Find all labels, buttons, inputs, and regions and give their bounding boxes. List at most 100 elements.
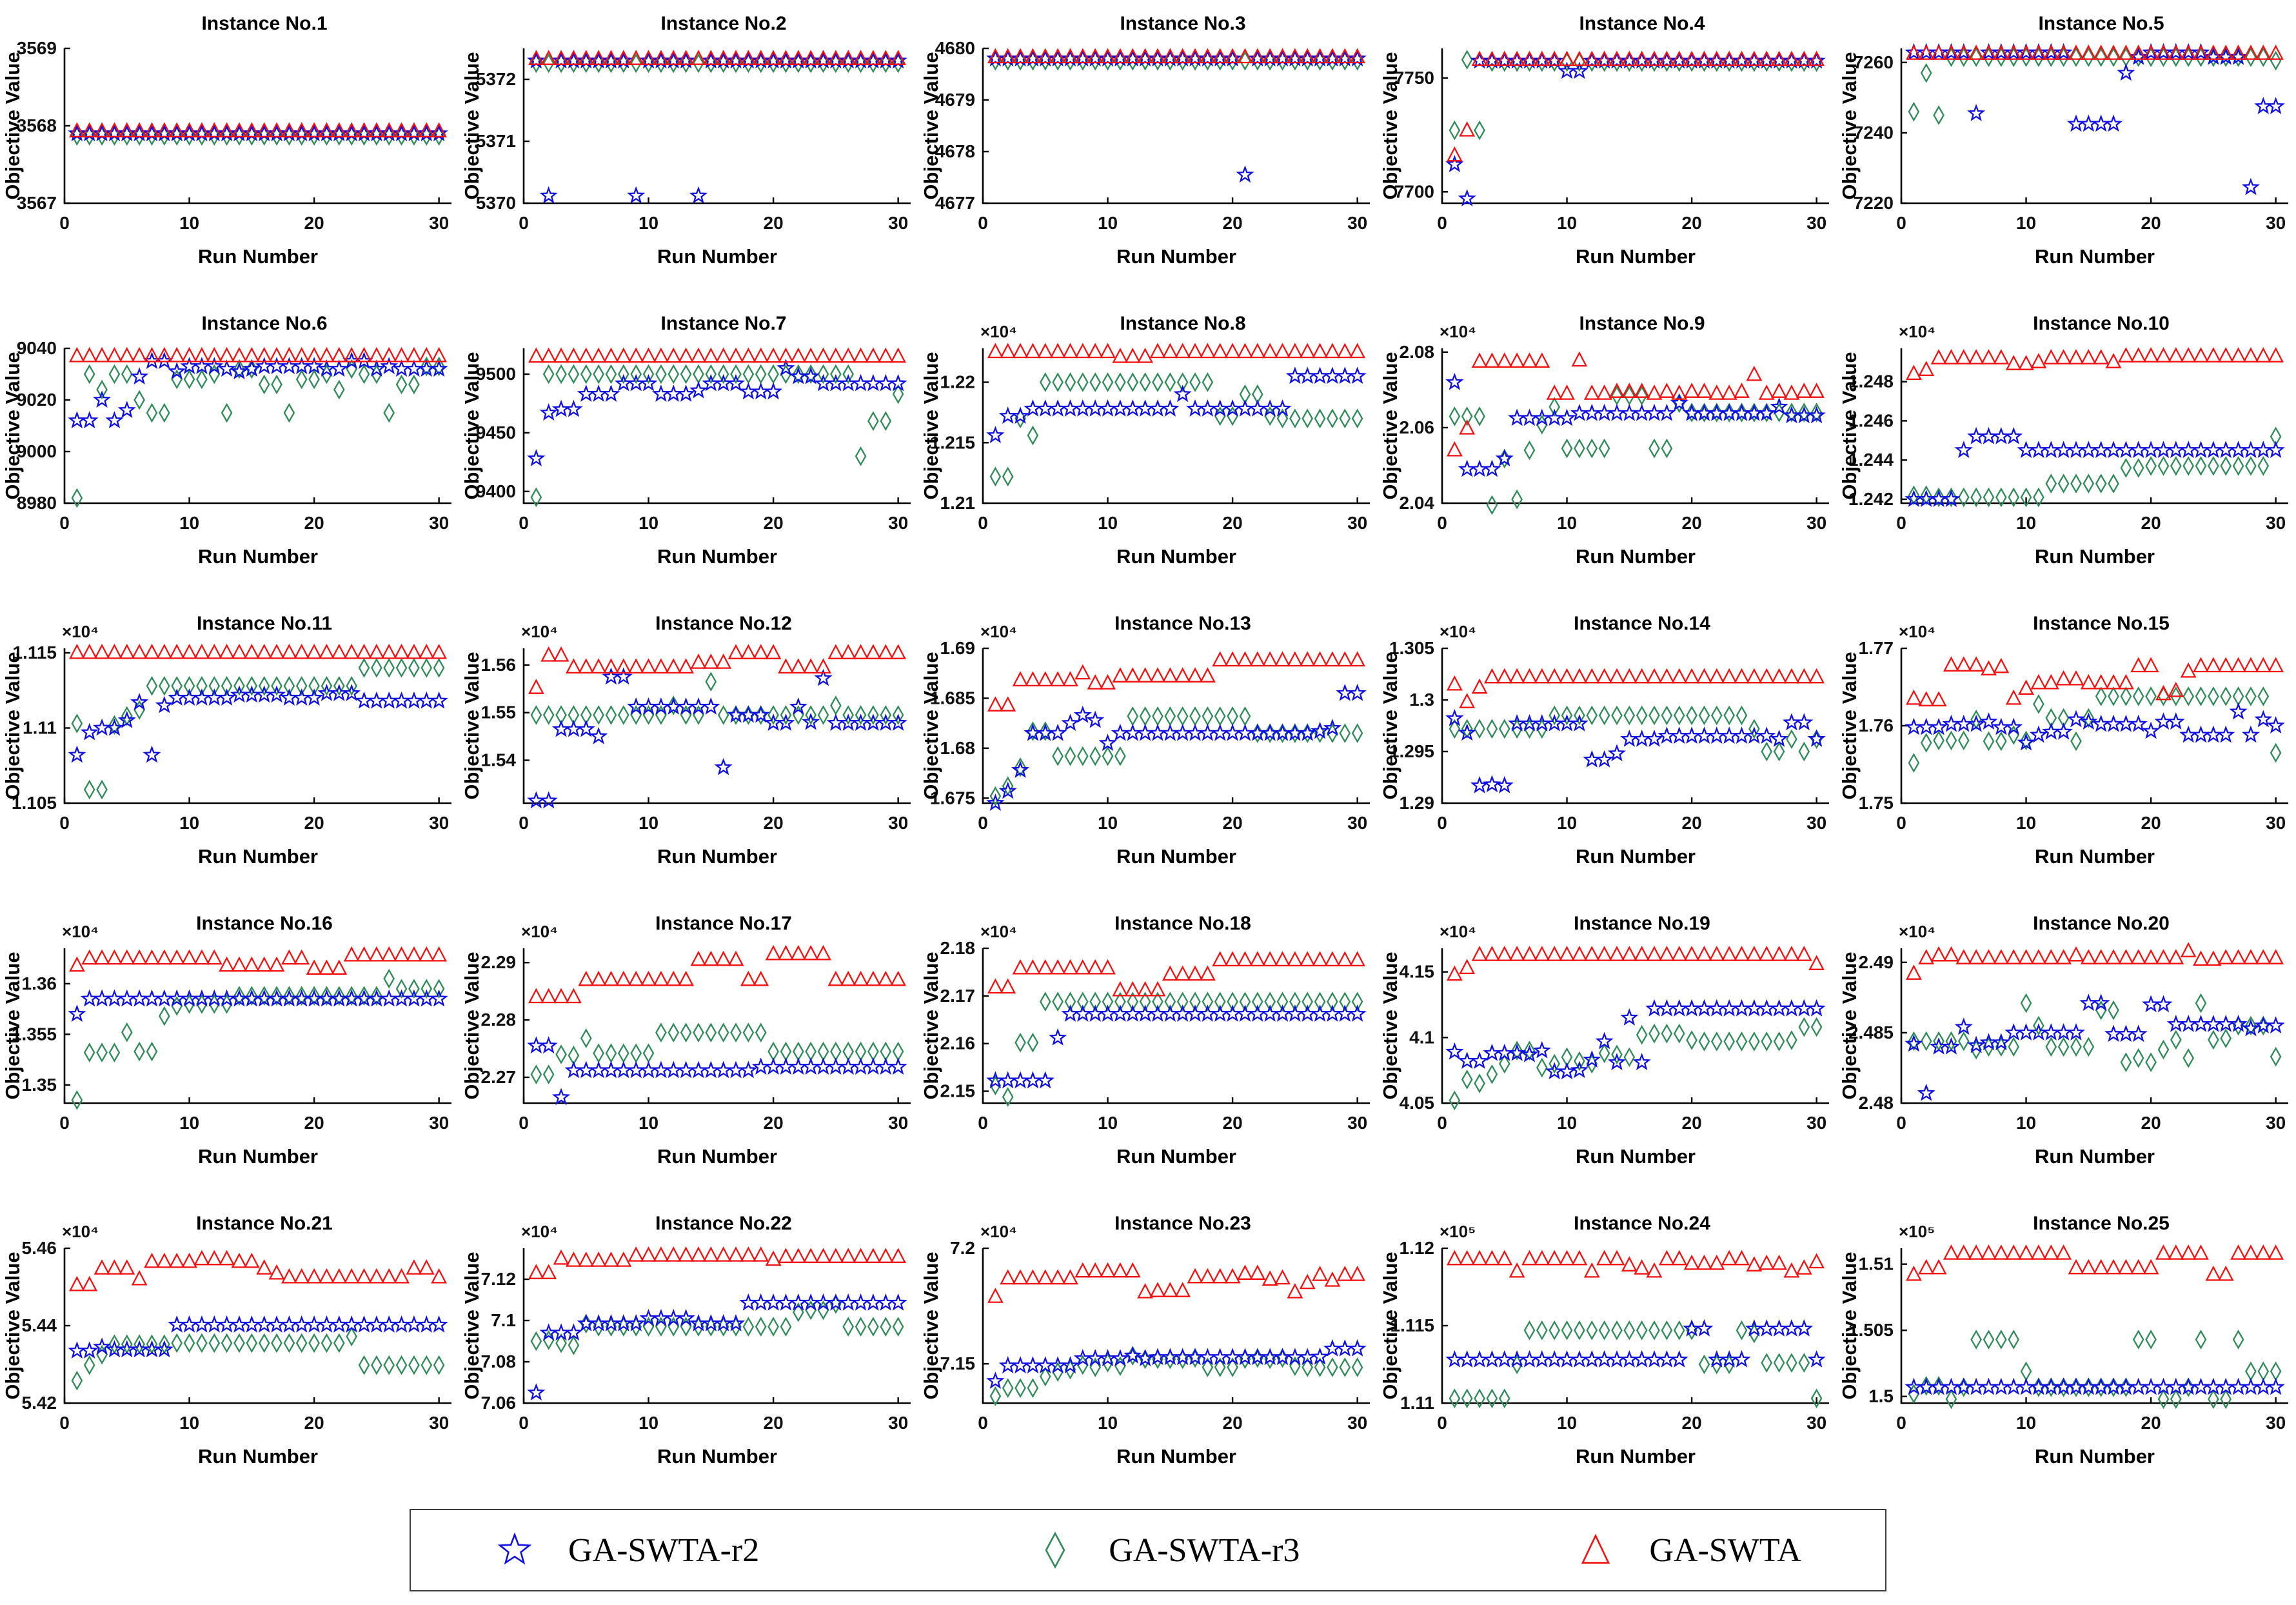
y-tick-label: 1.115 [12,643,57,663]
y-tick-label: 9500 [476,364,516,384]
series-GA-SWTA [528,50,906,65]
subplot-instance-2: 5370 5371 5372 0 10 20 30 Instance No.2 Objectiv… [459,0,918,300]
y-tick-label: 2.49 [1859,952,1894,972]
x-tick-label: 30 [2266,1413,2286,1433]
subplot-title: Instance No.4 [1579,13,1705,34]
x-tick-label: 0 [1437,1413,1447,1433]
series-GA-SWTA [1447,1250,1825,1278]
subplot-instance-16: 1.35 1.355 1.36 0 10 20 30 Instance No.16 ×10⁴ Ob… [0,900,459,1200]
y-axis-label: Objective Value [920,952,942,1099]
legend: GA-SWTA-r2 GA-SWTA-r3 GA-SWTA [410,1509,1886,1591]
subplot-instance-25: 1.5 1.505 1.51 0 10 20 30 Instance No.25 ×10⁵ Obj… [1837,1200,2296,1500]
y-tick-label: 1.246 [1848,410,1894,430]
series-GA-SWTA-r2 [1905,426,2285,507]
series-GA-SWTA [69,1250,447,1291]
y-axis-label: Objective Value [1838,52,1861,199]
x-tick-label: 20 [1682,813,1702,833]
x-axis-label: Run Number [2035,845,2155,868]
x-tick-label: 10 [179,1113,199,1133]
subplot-title: Instance No.16 [196,913,333,934]
x-axis-label: Run Number [1576,245,1696,268]
series-GA-SWTA-r3 [530,53,904,74]
y-tick-label: 1.505 [1848,1320,1894,1340]
series-GA-SWTA-r2 [527,667,907,809]
series-GA-SWTA-r3 [71,1326,445,1391]
y-tick-label: 1.244 [1848,450,1894,470]
y-tick-label: 2.15 [940,1081,976,1101]
subplot-canvas: 5.42 5.44 5.46 0 10 20 30 Instance No.21 ×10⁴ Obj… [1,1213,451,1468]
subplot-canvas: 5370 5371 5372 0 10 20 30 Instance No.2 Objectiv… [460,13,911,268]
axis-exponent-label: ×10⁴ [521,1222,558,1241]
legend-item-ga-swta-r3: GA-SWTA-r3 [1035,1530,1300,1570]
y-axis-label: Objective Value [1838,1251,1861,1399]
series-GA-SWTA-r3 [1449,385,1823,515]
y-tick-label: 1.69 [940,638,976,658]
subplot-title: Instance No.22 [655,1213,792,1234]
x-tick-label: 10 [1557,1113,1577,1133]
x-tick-label: 30 [888,213,908,233]
subplot-instance-7: 9400 9450 9500 0 10 20 30 Instance No.7 Objectiv… [459,300,918,600]
subplot-canvas: 1.29 1.295 1.3 1.305 0 10 20 30 Instance No.14 ×1… [1379,613,1829,868]
subplot-canvas: 7700 7750 0 10 20 30 Instance No.4 Objective Va… [1379,13,1829,268]
y-axis-label: Objective Value [1,1251,24,1399]
series-GA-SWTA-r2 [527,359,907,466]
x-tick-label: 0 [1896,513,1906,533]
y-axis-label: Objective Value [920,1251,942,1399]
y-axis-label: Objective Value [920,52,942,199]
subplot-canvas: 2.48 2.485 2.49 0 10 20 30 Instance No.20 ×10⁴ Ob… [1838,913,2288,1168]
y-tick-label: 3568 [17,115,57,135]
x-tick-label: 10 [1098,1413,1118,1433]
series-GA-SWTA-r3 [1449,705,1823,762]
y-axis-label: Objective Value [920,652,942,799]
y-tick-label: 1.75 [1859,793,1894,813]
x-tick-label: 0 [59,1113,70,1133]
subplot-title: Instance No.11 [197,613,332,634]
series-GA-SWTA-r3 [71,126,445,146]
series-GA-SWTA-r3 [71,356,445,508]
x-tick-label: 20 [304,513,324,533]
x-tick-label: 0 [1437,813,1447,833]
x-tick-label: 10 [638,213,658,233]
x-tick-label: 20 [304,213,324,233]
series-GA-SWTA-r3 [989,706,1363,806]
x-axis-label: Run Number [198,1445,318,1468]
series-GA-SWTA-r2 [1445,999,1826,1080]
axes-lines [1441,948,1829,1104]
x-tick-label: 20 [304,1113,324,1133]
series-GA-SWTA-r2 [68,1315,448,1359]
x-tick-label: 30 [1347,213,1367,233]
axis-exponent-label: ×10⁵ [1899,1222,1935,1241]
subplot-canvas: 1.675 1.68 1.685 1.69 0 10 20 30 Instance No.13 ×… [920,613,1370,868]
axis-exponent-label: ×10⁴ [62,922,99,941]
x-tick-label: 30 [888,813,908,833]
series-GA-SWTA [1447,351,1825,457]
y-tick-label: 9040 [17,338,57,358]
y-tick-label: 2.16 [940,1033,976,1053]
x-tick-label: 0 [1896,213,1906,233]
y-tick-label: 1.56 [481,655,517,675]
y-axis-label: Objective Value [1,952,24,1099]
x-tick-label: 20 [2141,1413,2161,1433]
x-axis-label: Run Number [657,1145,777,1168]
y-tick-label: 1.115 [1390,1315,1434,1335]
axes-lines [1900,48,2288,204]
axes-lines [1900,348,2288,504]
axis-exponent-label: ×10⁴ [980,322,1017,341]
y-tick-label: 9450 [476,423,516,443]
y-tick-label: 7.2 [950,1238,975,1258]
subplot-instance-15: 1.75 1.76 1.77 0 10 20 30 Instance No.15 ×10⁴ Obj… [1837,600,2296,900]
series-GA-SWTA-r3 [71,968,445,1110]
x-axis-label: Run Number [2035,245,2155,268]
y-tick-label: 1.21 [940,493,976,513]
y-tick-label: 7750 [1394,68,1434,88]
axes-lines [982,1248,1370,1404]
series-GA-SWTA-r2 [1445,51,1826,206]
subplot-canvas: 1.242 1.244 1.246 1.248 0 10 20 30 Instance No.1… [1838,313,2288,568]
subplot-canvas: 1.75 1.76 1.77 0 10 20 30 Instance No.15 ×10⁴ Obj… [1838,613,2288,868]
series-GA-SWTA [1906,656,2284,706]
subplot-title: Instance No.2 [660,13,786,34]
subplot-instance-6: 8980 9000 9020 9040 0 10 20 30 Instance No.6 Obje… [0,300,459,600]
y-tick-label: 1.215 [930,432,975,452]
series-GA-SWTA-r3 [1908,426,2282,508]
